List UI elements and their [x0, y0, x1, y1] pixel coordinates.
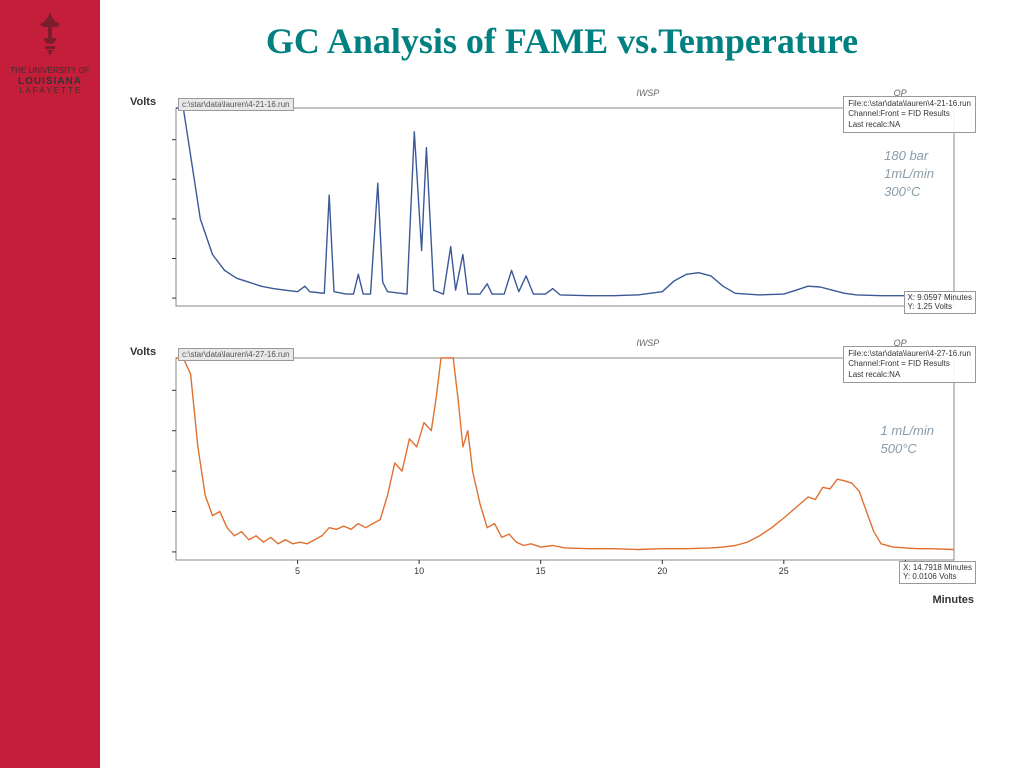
chart2-hand-note: 1 mL/min500°C — [881, 422, 934, 458]
svg-text:5: 5 — [295, 566, 300, 576]
logo-line3: L A F A Y E T T E — [10, 87, 89, 96]
logo-line1: THE UNIVERSITY OF — [10, 67, 89, 76]
chart2-coord-box: X: 14.7918 MinutesY: 0.0106 Volts — [899, 561, 976, 584]
chart1-info-box: File:c:\star\data\lauren\4-21-16.runChan… — [843, 96, 976, 133]
svg-text:15: 15 — [536, 566, 546, 576]
university-logo: THE UNIVERSITY OF LOUISIANA L A F A Y E … — [10, 8, 89, 96]
chart2-top-mark-left: IWSP — [636, 338, 659, 348]
chart1-file-tag: c:\star\data\lauren\4-21-16.run — [178, 98, 294, 111]
chart1-coord-box: X: 9.0597 MinutesY: 1.25 Volts — [904, 291, 976, 314]
chart2-svg: 0.00.51.01.52.051015202530 — [170, 352, 960, 582]
xaxis-label: Minutes — [120, 594, 974, 606]
main-content: GC Analysis of FAME vs.Temperature Volts… — [100, 0, 1024, 768]
chart2-file-tag: c:\star\data\lauren\4-27-16.run — [178, 348, 294, 361]
chromatogram-2: Volts c:\star\data\lauren\4-27-16.run IW… — [170, 352, 974, 582]
chromatogram-1: Volts c:\star\data\lauren\4-21-16.run IW… — [170, 102, 974, 312]
page: THE UNIVERSITY OF LOUISIANA L A F A Y E … — [0, 0, 1024, 768]
svg-text:20: 20 — [657, 566, 667, 576]
chart2-ylabel: Volts — [130, 346, 156, 358]
chart1-hand-note: 180 bar1mL/min300°C — [884, 147, 934, 202]
chart1-svg: 0.00.51.01.52.0 — [170, 102, 960, 312]
chart1-top-mark-left: IWSP — [636, 88, 659, 98]
chart2-info-box: File:c:\star\data\lauren\4-27-16.runChan… — [843, 346, 976, 383]
fleur-de-lis-icon — [25, 8, 75, 58]
sidebar: THE UNIVERSITY OF LOUISIANA L A F A Y E … — [0, 0, 100, 768]
svg-text:10: 10 — [414, 566, 424, 576]
page-title: GC Analysis of FAME vs.Temperature — [120, 20, 1004, 62]
chart1-ylabel: Volts — [130, 96, 156, 108]
svg-text:25: 25 — [779, 566, 789, 576]
logo-text: THE UNIVERSITY OF LOUISIANA L A F A Y E … — [10, 67, 89, 96]
